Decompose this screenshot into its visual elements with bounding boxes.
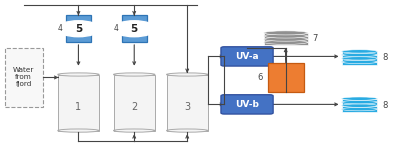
Ellipse shape [58,73,99,76]
Ellipse shape [264,37,308,41]
FancyBboxPatch shape [342,55,377,58]
Text: UV-b: UV-b [235,100,259,109]
FancyBboxPatch shape [342,99,377,102]
Ellipse shape [58,129,99,132]
Text: 1: 1 [75,102,82,112]
Text: 6: 6 [258,73,263,82]
Ellipse shape [342,53,377,57]
FancyBboxPatch shape [342,109,377,112]
Text: 4: 4 [114,24,119,33]
Text: 7: 7 [312,34,318,43]
FancyBboxPatch shape [342,106,377,109]
Ellipse shape [264,40,308,44]
Ellipse shape [114,73,155,76]
FancyBboxPatch shape [264,36,308,39]
FancyBboxPatch shape [342,51,377,54]
FancyBboxPatch shape [66,15,91,42]
Ellipse shape [342,100,377,104]
Circle shape [57,21,100,37]
Ellipse shape [342,104,377,107]
Ellipse shape [114,129,155,132]
Text: 8: 8 [382,101,388,110]
FancyBboxPatch shape [221,95,273,114]
FancyBboxPatch shape [122,15,146,42]
Ellipse shape [166,73,208,76]
Text: 3: 3 [184,102,190,112]
Polygon shape [166,74,208,131]
FancyBboxPatch shape [264,39,308,42]
Ellipse shape [342,97,377,100]
Text: Water
from
fjord: Water from fjord [13,67,34,87]
FancyBboxPatch shape [342,58,377,61]
Ellipse shape [166,129,208,132]
FancyBboxPatch shape [264,42,308,45]
Ellipse shape [342,60,377,64]
FancyBboxPatch shape [342,62,377,65]
Text: 2: 2 [131,102,137,112]
Text: 8: 8 [382,53,388,62]
FancyBboxPatch shape [221,47,273,66]
Ellipse shape [342,107,377,111]
Ellipse shape [264,34,308,38]
Polygon shape [58,74,99,131]
Polygon shape [114,74,155,131]
FancyBboxPatch shape [264,33,308,36]
Ellipse shape [342,50,377,53]
Circle shape [113,21,156,37]
Text: UV-a: UV-a [235,52,259,61]
Text: 4: 4 [58,24,63,33]
Text: 5: 5 [131,24,138,34]
FancyBboxPatch shape [268,63,304,92]
Ellipse shape [264,31,308,35]
FancyBboxPatch shape [342,102,377,105]
FancyBboxPatch shape [5,48,42,107]
Text: 5: 5 [75,24,82,34]
Ellipse shape [342,57,377,60]
